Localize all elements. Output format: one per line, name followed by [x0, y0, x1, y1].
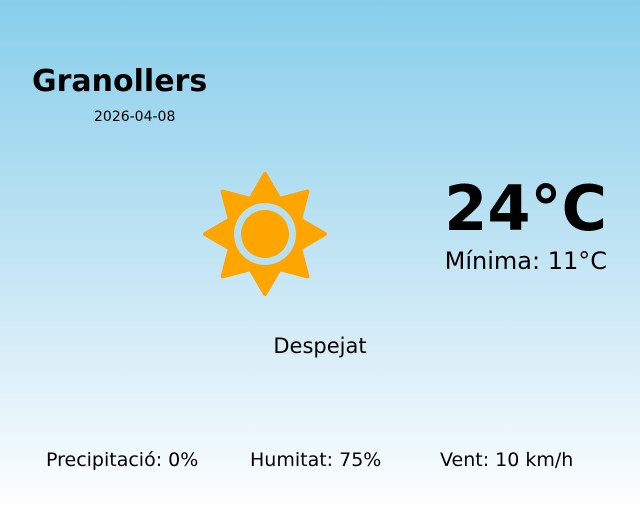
humidity-stat: Humitat: 75%: [250, 449, 382, 471]
precipitation-stat: Precipitació: 0%: [46, 449, 199, 471]
sun-icon: [203, 172, 327, 296]
current-temperature: 24°C: [444, 172, 607, 245]
minimum-temperature: Mínima: 11°C: [444, 247, 607, 275]
wind-stat: Vent: 10 km/h: [440, 449, 574, 471]
forecast-date: 2026-04-08: [94, 109, 176, 125]
city-name: Granollers: [32, 64, 208, 99]
weather-condition: Despejat: [273, 334, 367, 358]
